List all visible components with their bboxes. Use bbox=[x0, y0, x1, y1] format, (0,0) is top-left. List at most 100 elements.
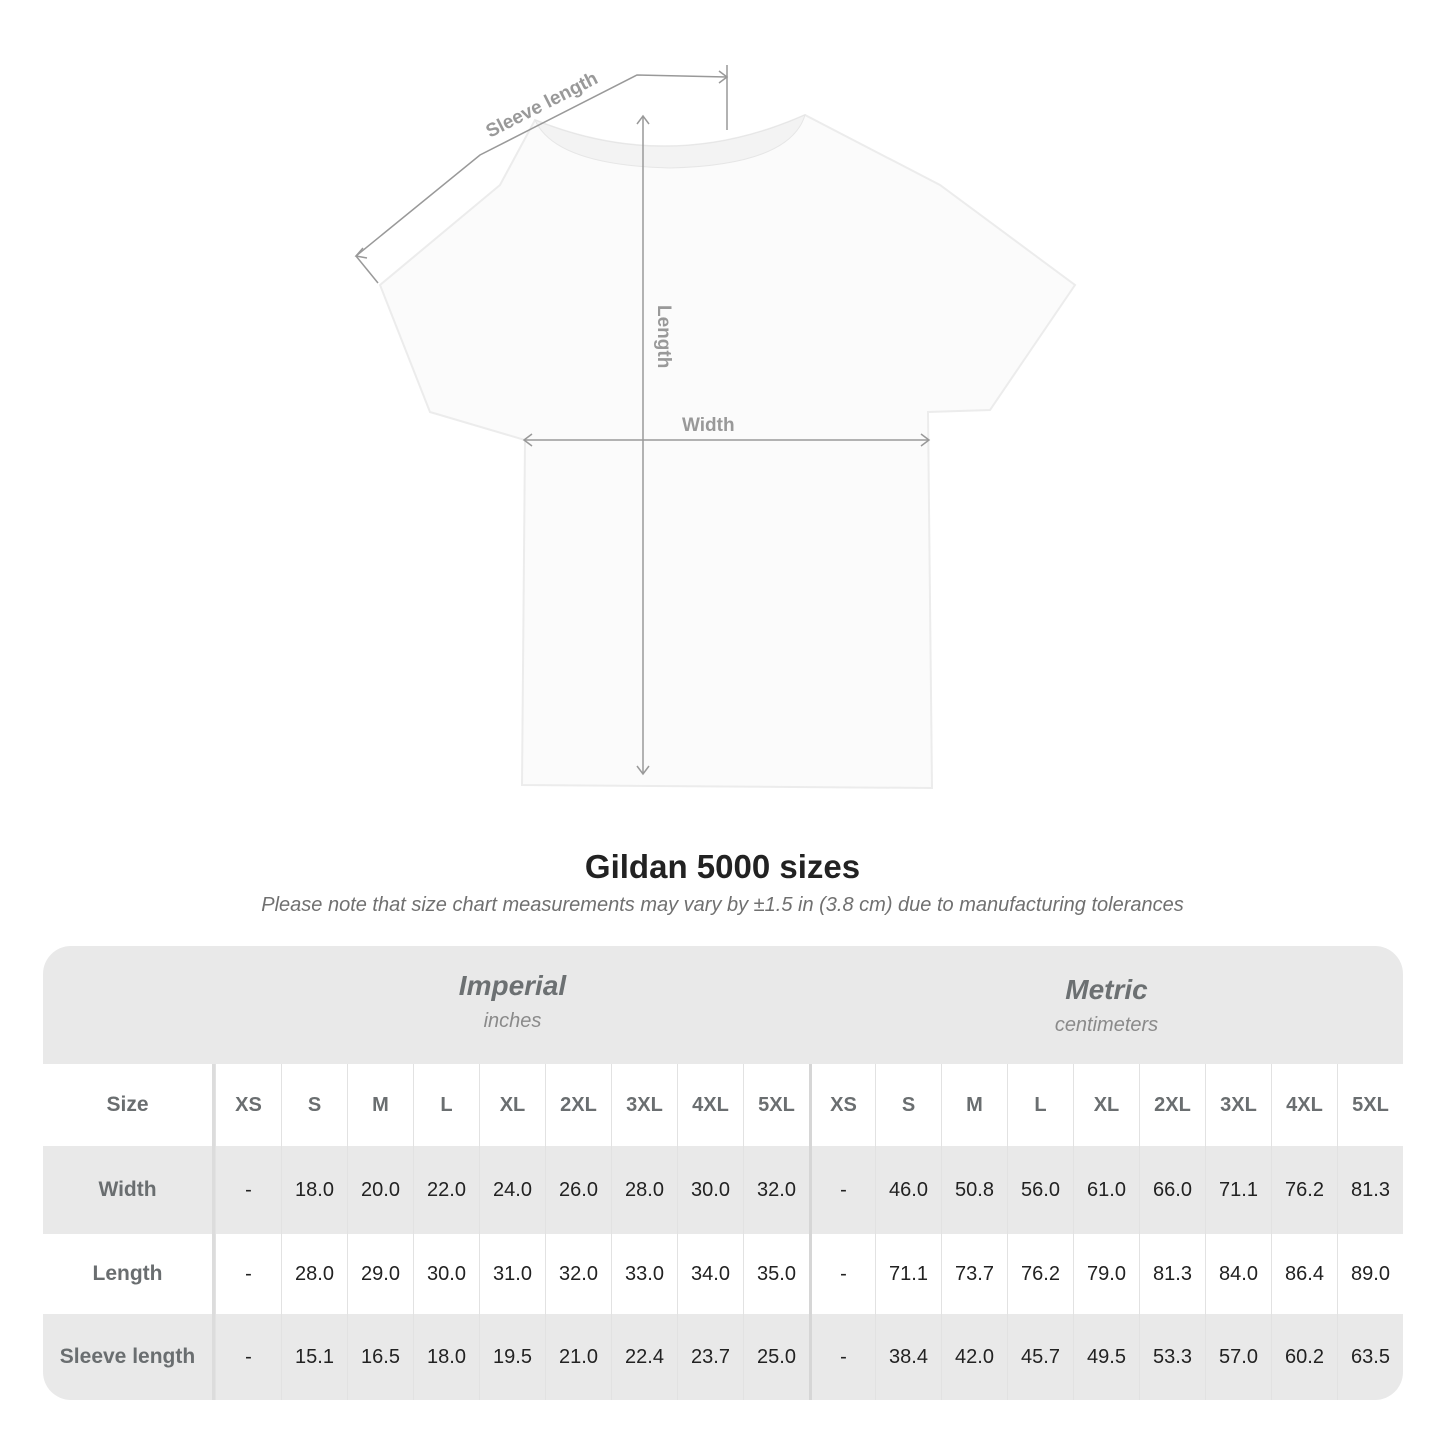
chart-title: Gildan 5000 sizes bbox=[584, 848, 861, 885]
table-cell: 18.0 bbox=[281, 1146, 347, 1234]
size-header-cell: 4XL bbox=[677, 1064, 743, 1146]
table-cell: 71.1 bbox=[875, 1234, 941, 1314]
table-cell: 76.2 bbox=[1271, 1146, 1337, 1234]
table-cell: 81.3 bbox=[1337, 1146, 1403, 1234]
table-cell: 30.0 bbox=[413, 1234, 479, 1314]
size-header-cell: S bbox=[281, 1064, 347, 1146]
tshirt-collar bbox=[534, 114, 806, 169]
table-cell: 49.5 bbox=[1073, 1314, 1139, 1400]
metric-unit: centimeters bbox=[1054, 1014, 1159, 1036]
size-header-cell: M bbox=[941, 1064, 1007, 1146]
table-cell: - bbox=[809, 1234, 875, 1314]
table-cell: 28.0 bbox=[611, 1146, 677, 1234]
tshirt-image bbox=[378, 113, 1077, 790]
table-cell: 33.0 bbox=[611, 1234, 677, 1314]
width-arrow-left bbox=[522, 433, 533, 447]
size-header-cell: 4XL bbox=[1271, 1064, 1337, 1146]
table-cell: 19.5 bbox=[479, 1314, 545, 1400]
table-cell: 81.3 bbox=[1139, 1234, 1205, 1314]
table-row: Length -28.0 29.0 30.0 31.0 32.0 33.0 34.0 35.0-… bbox=[43, 1234, 1403, 1314]
sleeve-arrow bbox=[354, 247, 368, 259]
row-label: Sleeve length bbox=[43, 1314, 215, 1400]
table-cell: 86.4 bbox=[1271, 1234, 1337, 1314]
table-cell: 53.3 bbox=[1139, 1314, 1205, 1400]
size-header-cell: 2XL bbox=[1139, 1064, 1205, 1146]
table-cell: 31.0 bbox=[479, 1234, 545, 1314]
size-header-cell: M bbox=[347, 1064, 413, 1146]
table-row: Sleeve length -15.1 16.5 18.0 19.5 21.0 22.4 23… bbox=[43, 1314, 1403, 1400]
size-table: Imperial inches Metric centimeters Size X… bbox=[43, 946, 1403, 1400]
table-cell: 89.0 bbox=[1337, 1234, 1403, 1314]
table-cell: - bbox=[809, 1146, 875, 1234]
table-cell: 46.0 bbox=[875, 1146, 941, 1234]
size-header-cell: L bbox=[1007, 1064, 1073, 1146]
width-label: Width bbox=[682, 415, 735, 436]
sleeve-length-line bbox=[355, 74, 728, 257]
size-header-cell: 5XL bbox=[1337, 1064, 1403, 1146]
metric-title: Metric bbox=[1065, 974, 1148, 1005]
metric-header: Metric centimeters bbox=[810, 946, 1403, 1064]
sleeve-tick-left bbox=[355, 255, 379, 284]
length-arrow-top bbox=[636, 114, 650, 125]
size-header-cell: L bbox=[413, 1064, 479, 1146]
length-label: Length bbox=[653, 305, 674, 368]
width-arrow-right bbox=[920, 433, 931, 447]
table-cell: 60.2 bbox=[1271, 1314, 1337, 1400]
table-cell: 26.0 bbox=[545, 1146, 611, 1234]
table-cell: 35.0 bbox=[743, 1234, 809, 1314]
table-cell: 25.0 bbox=[743, 1314, 809, 1400]
table-cell: 32.0 bbox=[545, 1234, 611, 1314]
table-cell: 15.1 bbox=[281, 1314, 347, 1400]
size-header-cell: 3XL bbox=[611, 1064, 677, 1146]
table-cell: 84.0 bbox=[1205, 1234, 1271, 1314]
size-header-cell: XS bbox=[215, 1064, 281, 1146]
table-cell: - bbox=[215, 1146, 281, 1234]
size-header-cell: XL bbox=[479, 1064, 545, 1146]
table-cell: 23.7 bbox=[677, 1314, 743, 1400]
table-cell: 71.1 bbox=[1205, 1146, 1271, 1234]
table-cell: 20.0 bbox=[347, 1146, 413, 1234]
table-cell: 45.7 bbox=[1007, 1314, 1073, 1400]
row-label: Length bbox=[43, 1234, 215, 1314]
tolerance-note: Please note that size chart measurements… bbox=[261, 894, 1184, 916]
table-cell: 30.0 bbox=[677, 1146, 743, 1234]
table-cell: 18.0 bbox=[413, 1314, 479, 1400]
size-header-cell: XL bbox=[1073, 1064, 1139, 1146]
table-cell: 79.0 bbox=[1073, 1234, 1139, 1314]
table-cell: 42.0 bbox=[941, 1314, 1007, 1400]
table-cell: 76.2 bbox=[1007, 1234, 1073, 1314]
tshirt-diagram: Sleeve length Length Width bbox=[354, 65, 1077, 790]
imperial-unit: inches bbox=[483, 1010, 542, 1032]
size-header-cell: 2XL bbox=[545, 1064, 611, 1146]
row-label: Size bbox=[43, 1064, 215, 1146]
imperial-title: Imperial bbox=[458, 970, 567, 1001]
table-cell: 56.0 bbox=[1007, 1146, 1073, 1234]
table-cell: 61.0 bbox=[1073, 1146, 1139, 1234]
table-cell: 22.0 bbox=[413, 1146, 479, 1234]
table-cell: 50.8 bbox=[941, 1146, 1007, 1234]
sleeve-arrow-right bbox=[718, 70, 729, 84]
table-cell: 38.4 bbox=[875, 1314, 941, 1400]
table-cell: 22.4 bbox=[611, 1314, 677, 1400]
table-cell: 29.0 bbox=[347, 1234, 413, 1314]
table-cell: - bbox=[215, 1314, 281, 1400]
size-header-cell: S bbox=[875, 1064, 941, 1146]
size-header-cell: 3XL bbox=[1205, 1064, 1271, 1146]
table-cell: 16.5 bbox=[347, 1314, 413, 1400]
size-header-row: Size XS S M L XL 2XL 3XL 4XL 5XL XS S M L XL 2XL 3XL 4XL 5… bbox=[43, 1064, 1403, 1146]
table-cell: 32.0 bbox=[743, 1146, 809, 1234]
table-cell: 63.5 bbox=[1337, 1314, 1403, 1400]
row-label: Width bbox=[43, 1146, 215, 1234]
table-row: Width -18.0 20.0 22.0 24.0 26.0 28.0 30.0 32.0-4… bbox=[43, 1146, 1403, 1234]
table-cell: 21.0 bbox=[545, 1314, 611, 1400]
table-cell: - bbox=[809, 1314, 875, 1400]
table-cell: - bbox=[215, 1234, 281, 1314]
table-cell: 34.0 bbox=[677, 1234, 743, 1314]
table-cell: 28.0 bbox=[281, 1234, 347, 1314]
size-header-cell: XS bbox=[809, 1064, 875, 1146]
table-cell: 24.0 bbox=[479, 1146, 545, 1234]
table-cell: 66.0 bbox=[1139, 1146, 1205, 1234]
imperial-header: Imperial inches bbox=[215, 946, 810, 1064]
size-header-cell: 5XL bbox=[743, 1064, 809, 1146]
length-arrow-bottom bbox=[636, 765, 650, 776]
